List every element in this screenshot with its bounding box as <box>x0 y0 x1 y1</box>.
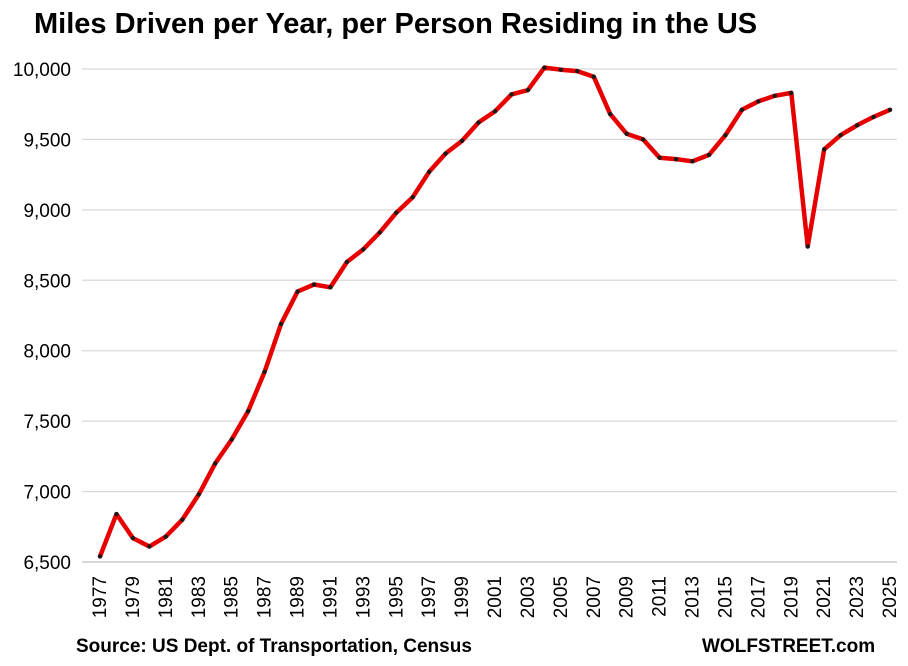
data-point <box>229 437 234 442</box>
series-miles-driven <box>97 65 893 559</box>
x-tick-label: 2013 <box>683 576 704 618</box>
data-point <box>377 230 382 235</box>
brand-label: WOLFSTREET.com <box>702 636 876 657</box>
data-point <box>147 544 152 549</box>
x-tick-label: 2021 <box>814 576 835 618</box>
data-point <box>180 517 185 522</box>
x-tick-label: 2001 <box>485 576 506 618</box>
data-point <box>542 65 547 70</box>
data-point <box>361 247 366 252</box>
x-axis-tick-labels: 1977 1979 1981 1983 1985 1987 1989 1991 1993 1995… <box>90 576 901 618</box>
data-point <box>130 535 136 541</box>
x-tick-label: 2009 <box>617 576 638 618</box>
data-point <box>426 169 432 175</box>
data-point <box>328 285 333 290</box>
data-point <box>575 68 580 74</box>
chart-title: Miles Driven per Year, per Person Residi… <box>34 8 758 40</box>
data-point <box>114 511 119 517</box>
x-tick-label: 1985 <box>222 576 243 618</box>
x-tick-label: 2019 <box>781 576 802 618</box>
x-tick-label: 1993 <box>353 576 374 618</box>
x-tick-label: 1989 <box>288 576 309 618</box>
data-point <box>871 114 876 120</box>
data-point <box>706 152 712 158</box>
data-point <box>805 244 810 249</box>
x-tick-label: 1979 <box>123 576 144 618</box>
y-axis-tick-labels: 6,500 7,000 7,500 8,000 8,500 9,000 9,500 10,00… <box>13 60 71 574</box>
data-point <box>443 151 448 156</box>
x-tick-label: 1991 <box>320 576 341 618</box>
data-point <box>624 131 629 136</box>
data-point <box>854 123 860 128</box>
data-point <box>394 210 399 215</box>
data-point <box>591 74 596 79</box>
x-tick-label: 2003 <box>518 576 539 618</box>
data-point <box>196 492 201 497</box>
x-tick-label: 1997 <box>419 576 440 618</box>
data-point <box>821 147 827 152</box>
data-point <box>838 133 843 138</box>
data-point <box>739 107 745 113</box>
y-tick-label: 10,000 <box>13 60 71 81</box>
x-tick-label: 1981 <box>156 576 177 618</box>
data-point <box>723 133 728 138</box>
data-point <box>278 321 284 327</box>
gridlines <box>82 68 897 563</box>
data-point <box>690 159 695 164</box>
y-tick-label: 8,000 <box>23 342 71 363</box>
data-point <box>459 138 465 144</box>
data-point <box>295 289 300 294</box>
x-tick-label: 1977 <box>90 576 111 618</box>
data-point <box>657 155 662 160</box>
data-point <box>245 409 251 414</box>
x-tick-label: 2015 <box>715 576 736 618</box>
data-point <box>262 369 267 375</box>
data-point <box>492 109 498 114</box>
x-tick-label: 1995 <box>386 576 407 618</box>
data-point <box>509 92 514 97</box>
data-point <box>97 554 103 559</box>
y-tick-label: 7,000 <box>23 483 71 504</box>
data-point <box>163 534 169 539</box>
x-tick-label: 2005 <box>551 576 572 618</box>
data-point <box>608 111 613 117</box>
y-tick-label: 6,500 <box>23 553 71 574</box>
y-tick-label: 9,000 <box>23 201 71 222</box>
data-point-markers <box>97 65 893 559</box>
data-point <box>772 93 777 98</box>
data-point <box>525 87 531 93</box>
data-point <box>756 99 761 104</box>
x-tick-label: 1983 <box>189 576 210 618</box>
x-tick-label: 2017 <box>748 576 769 618</box>
y-tick-label: 7,500 <box>23 412 71 433</box>
y-tick-label: 9,500 <box>23 130 71 151</box>
x-tick-label: 1987 <box>255 576 276 618</box>
data-point <box>410 194 415 200</box>
x-tick-label: 1999 <box>452 576 473 618</box>
x-tick-label: 2023 <box>847 576 868 618</box>
series-line <box>97 65 893 559</box>
x-tick-label: 2011 <box>650 576 671 617</box>
data-point <box>673 156 679 162</box>
x-tick-label: 2007 <box>584 576 605 618</box>
x-tick-label: 2025 <box>880 576 901 618</box>
source-note: Source: US Dept. of Transportation, Cens… <box>76 636 472 657</box>
y-tick-label: 8,500 <box>23 271 71 292</box>
data-point <box>311 282 317 287</box>
data-point <box>558 67 564 72</box>
data-point <box>789 90 794 96</box>
data-point <box>344 259 350 265</box>
data-point <box>640 137 646 142</box>
data-point <box>213 461 218 466</box>
data-point <box>476 120 481 125</box>
data-point <box>887 107 893 113</box>
